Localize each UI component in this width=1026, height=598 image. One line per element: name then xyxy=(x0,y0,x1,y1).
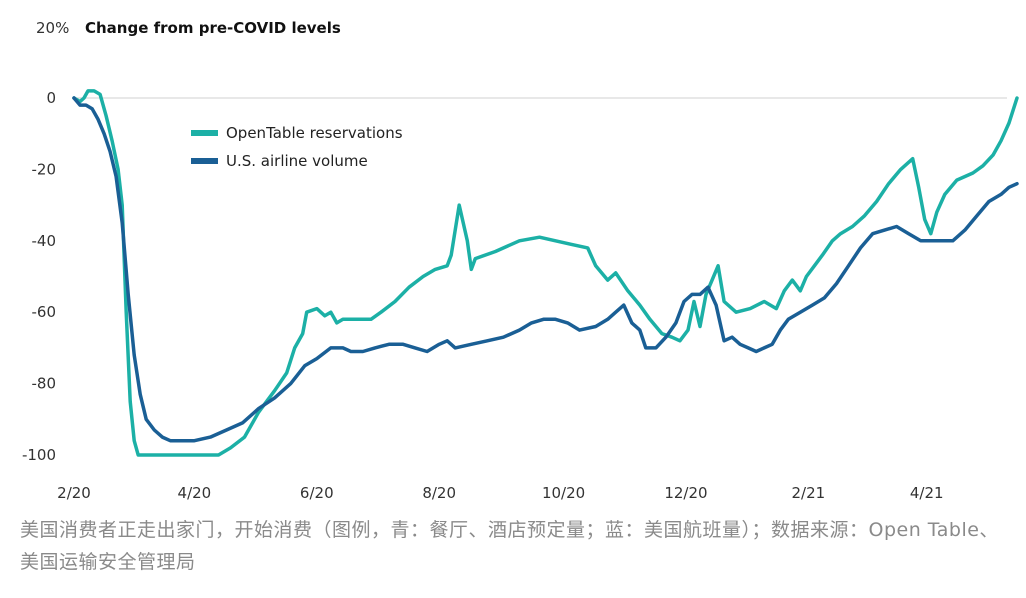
series-line-airline xyxy=(72,96,1019,443)
x-tick-label: 4/21 xyxy=(910,484,944,502)
legend-label: U.S. airline volume xyxy=(226,152,368,170)
y-tick-label: -80 xyxy=(32,375,57,393)
chart-title: Change from pre-COVID levels xyxy=(85,19,341,37)
y-tick-label: -100 xyxy=(22,446,56,464)
y-tick-label: -20 xyxy=(32,160,57,178)
x-tick-label: 2/21 xyxy=(792,484,826,502)
x-tick-label: 10/20 xyxy=(542,484,585,502)
y-tick-label: -60 xyxy=(32,303,57,321)
x-tick-label: 4/20 xyxy=(178,484,212,502)
y-unit-label: 20% xyxy=(36,19,69,37)
series-line-opentable xyxy=(72,89,1019,457)
y-tick-label: -40 xyxy=(32,232,57,250)
legend-label: OpenTable reservations xyxy=(226,124,403,142)
x-tick-label: 8/20 xyxy=(422,484,456,502)
figure-caption: 美国消费者正走出家门，开始消费（图例，青：餐厅、酒店预定量；蓝：美国航班量）；数… xyxy=(20,519,999,573)
x-tick-label: 6/20 xyxy=(300,484,334,502)
x-tick-label: 12/20 xyxy=(664,484,707,502)
x-tick-label: 2/20 xyxy=(57,484,91,502)
line-chart: 20% Change from pre-COVID levels 0 -20 -40… xyxy=(22,19,1019,502)
y-tick-label: 0 xyxy=(46,89,56,107)
